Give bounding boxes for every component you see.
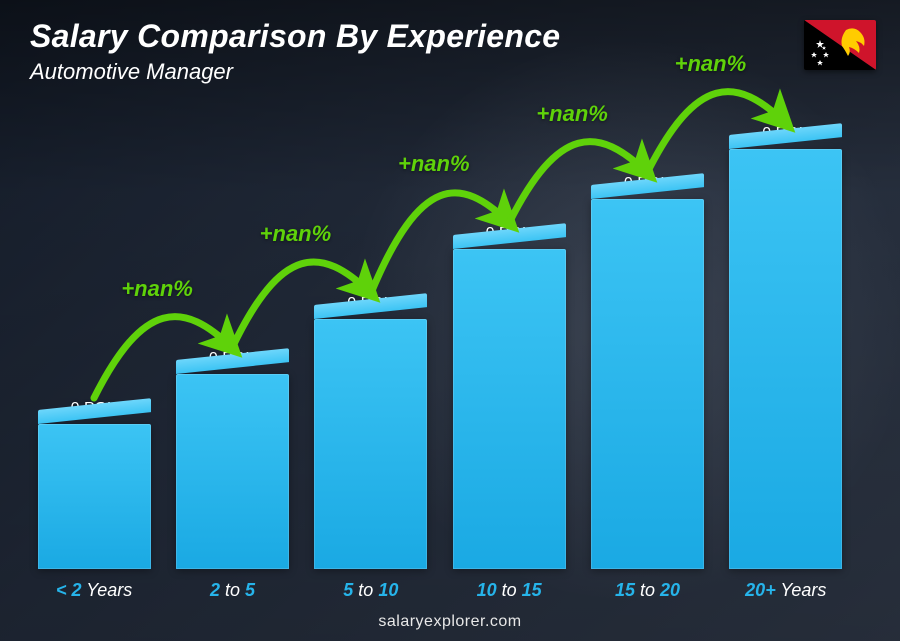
growth-pct-label: +nan% [398,151,470,177]
growth-pct-label: +nan% [536,101,608,127]
growth-pct-label: +nan% [260,221,332,247]
growth-pct-label: +nan% [675,51,747,77]
category-label: 20+ Years [722,580,850,601]
bar-group: 0 PGK [30,400,158,569]
bar-group: 0 PGK [445,225,573,569]
growth-pct-label: +nan% [121,276,193,302]
bar [729,149,842,569]
category-label: 2 to 5 [168,580,296,601]
infographic-canvas: Salary Comparison By Experience Automoti… [0,0,900,641]
category-label: 10 to 15 [445,580,573,601]
bar [314,319,427,569]
category-label: < 2 Years [30,580,158,601]
bar [591,199,704,569]
page-title: Salary Comparison By Experience [30,18,560,55]
title-block: Salary Comparison By Experience Automoti… [30,18,560,85]
bar-group: 0 PGK [583,175,711,569]
category-labels-row: < 2 Years 2 to 5 5 to 10 10 to 15 15 to 20 20… [30,580,850,601]
footer-source: salaryexplorer.com [0,613,900,631]
papua-new-guinea-flag-icon [804,20,876,70]
category-label: 15 to 20 [583,580,711,601]
bar-group: 0 PGK [722,125,850,569]
bar-group: 0 PGK [307,295,435,569]
bar [176,374,289,569]
bar-group: 0 PGK [168,350,296,569]
category-label: 5 to 10 [307,580,435,601]
page-subtitle: Automotive Manager [30,59,560,85]
bar [38,424,151,569]
country-flag-png [804,20,876,70]
bar [453,249,566,569]
